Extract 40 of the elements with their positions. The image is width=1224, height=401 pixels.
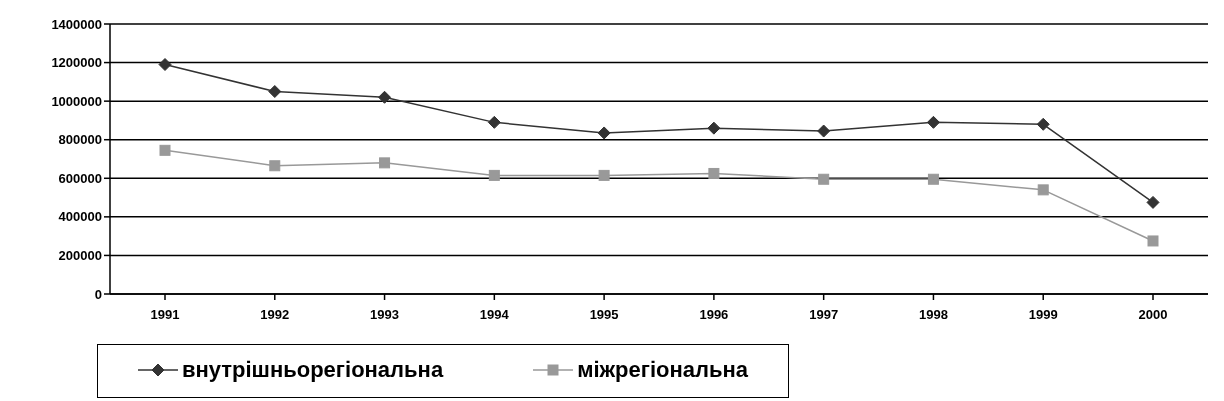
x-tick-label: 1997 (809, 307, 839, 323)
point (379, 157, 391, 169)
y-tick-label: 800000 (58, 132, 102, 148)
point (597, 126, 611, 140)
legend-label: міжрегіональна (577, 357, 749, 383)
point (158, 58, 172, 71)
y-tick-label: 0 (94, 286, 102, 302)
y-tick-label: 1400000 (51, 16, 102, 32)
x-tick-label: 1999 (1028, 307, 1058, 323)
y-tick-label: 1000000 (51, 93, 102, 109)
point (926, 115, 940, 129)
point (598, 169, 610, 181)
x-tick-label: 1995 (589, 307, 619, 323)
y-tick-label: 400000 (58, 209, 102, 225)
point (707, 121, 721, 135)
y-tick-label: 1200000 (51, 55, 102, 71)
point (1146, 195, 1160, 209)
point (1147, 235, 1159, 247)
x-tick-label: 1992 (260, 307, 290, 323)
point (488, 169, 500, 181)
point (269, 160, 281, 172)
x-tick-label: 1994 (479, 307, 510, 323)
y-tick-label: 200000 (58, 248, 102, 264)
legend-label: внутрішньорегіональна (181, 357, 444, 383)
x-tick-label: 1996 (699, 307, 729, 323)
x-tick-label: 1993 (370, 307, 400, 323)
point (1037, 184, 1049, 196)
point (159, 144, 171, 156)
x-tick-label: 1998 (918, 307, 948, 323)
x-tick-label: 1991 (150, 307, 180, 323)
y-tick-label: 600000 (58, 170, 102, 186)
point (818, 173, 830, 185)
point (268, 85, 282, 98)
x-tick-label: 2000 (1138, 307, 1168, 323)
point (1036, 117, 1050, 131)
point (927, 173, 939, 185)
point (708, 167, 720, 179)
point (378, 90, 392, 104)
point (487, 115, 501, 129)
point (817, 124, 831, 138)
